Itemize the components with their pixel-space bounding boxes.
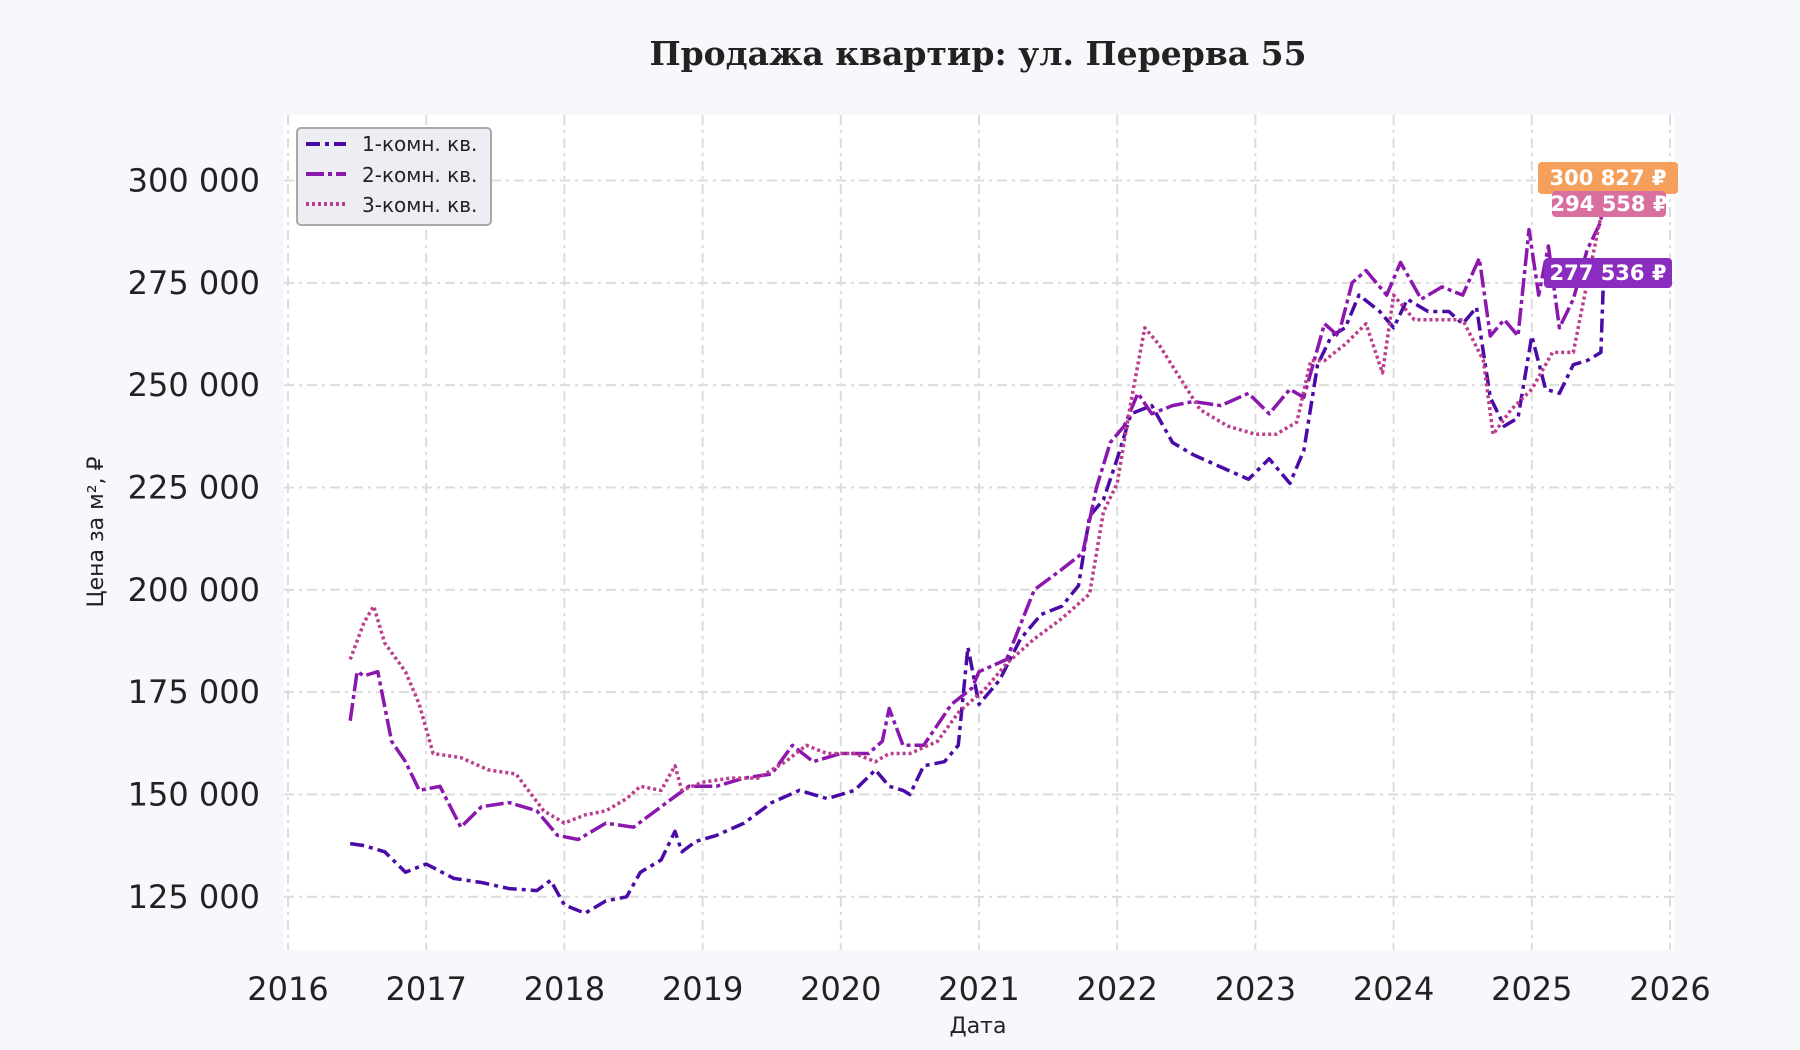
x-tick-labels: 2016 2017 2018 2019 2020 2021 2022 2023 2024 2025…	[247, 970, 1710, 1008]
y-tick-label: 150 000	[128, 775, 260, 813]
x-axis-label: Дата	[950, 1014, 1007, 1039]
end-label-box-2	[1552, 191, 1666, 217]
series-line-1	[349, 272, 1606, 915]
x-tick-label: 2019	[662, 970, 743, 1008]
series-group	[348, 176, 1606, 915]
x-tick-label: 2023	[1215, 970, 1296, 1008]
end-label-text-1: 300 827 ₽	[1550, 166, 1667, 190]
y-tick-labels: 125 000 150 000 175 000 200 000 225 000 250 0…	[128, 161, 260, 915]
x-tick-label: 2017	[385, 970, 466, 1008]
legend-label-2: 2-комн. кв.	[362, 163, 477, 187]
x-tick-label: 2020	[800, 970, 881, 1008]
y-tick-label: 250 000	[128, 366, 260, 404]
legend: 1-комн. кв. 2-комн. кв. 3-комн. кв.	[296, 127, 492, 226]
x-tick-label: 2016	[247, 970, 328, 1008]
end-label-box-1	[1538, 162, 1678, 194]
x-tick-label: 2018	[524, 970, 605, 1008]
end-value-labels: 300 827 ₽294 558 ₽ 277 536 ₽	[1538, 162, 1678, 288]
legend-label-1: 1-комн. кв.	[362, 132, 477, 156]
x-tick-label: 2024	[1353, 970, 1434, 1008]
series-line-2	[348, 176, 1606, 842]
legend-box	[296, 127, 492, 226]
y-tick-label: 175 000	[128, 673, 260, 711]
y-tick-label: 125 000	[128, 878, 260, 916]
y-tick-label: 225 000	[128, 468, 260, 506]
x-tick-label: 2026	[1629, 970, 1710, 1008]
x-tick-label: 2025	[1491, 970, 1572, 1008]
end-label-box-3	[1544, 258, 1672, 288]
grid-lines	[284, 115, 1674, 950]
chart-title: Продажа квартир: ул. Перерва 55	[649, 34, 1306, 73]
legend-label-3: 3-комн. кв.	[362, 193, 477, 217]
y-tick-label: 300 000	[128, 161, 260, 199]
y-axis-label: Цена за м², ₽	[84, 456, 109, 607]
y-tick-label: 200 000	[128, 571, 260, 609]
series-line-3	[348, 202, 1606, 825]
end-label-text-3: 277 536 ₽	[1550, 261, 1667, 285]
x-tick-label: 2021	[938, 970, 1019, 1008]
y-tick-label: 275 000	[128, 264, 260, 302]
x-tick-label: 2022	[1076, 970, 1157, 1008]
end-label-text-2: 294 558 ₽	[1551, 192, 1668, 216]
